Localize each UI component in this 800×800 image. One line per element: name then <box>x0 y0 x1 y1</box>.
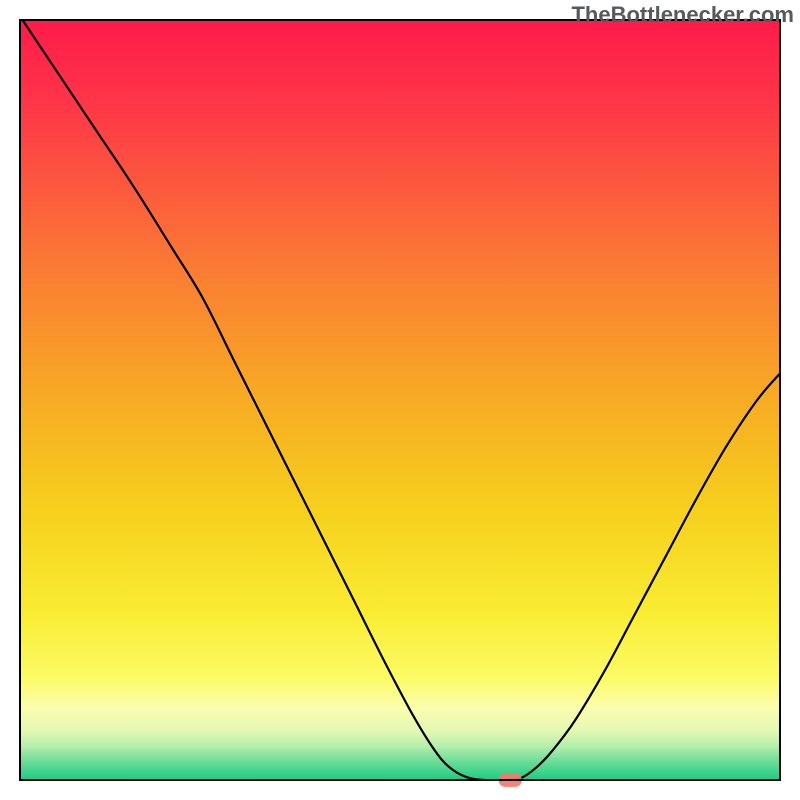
chart-svg <box>0 0 800 800</box>
gradient-background <box>20 20 780 780</box>
watermark-text: TheBottlenecker.com <box>571 2 794 28</box>
chart-stage: TheBottlenecker.com <box>0 0 800 800</box>
